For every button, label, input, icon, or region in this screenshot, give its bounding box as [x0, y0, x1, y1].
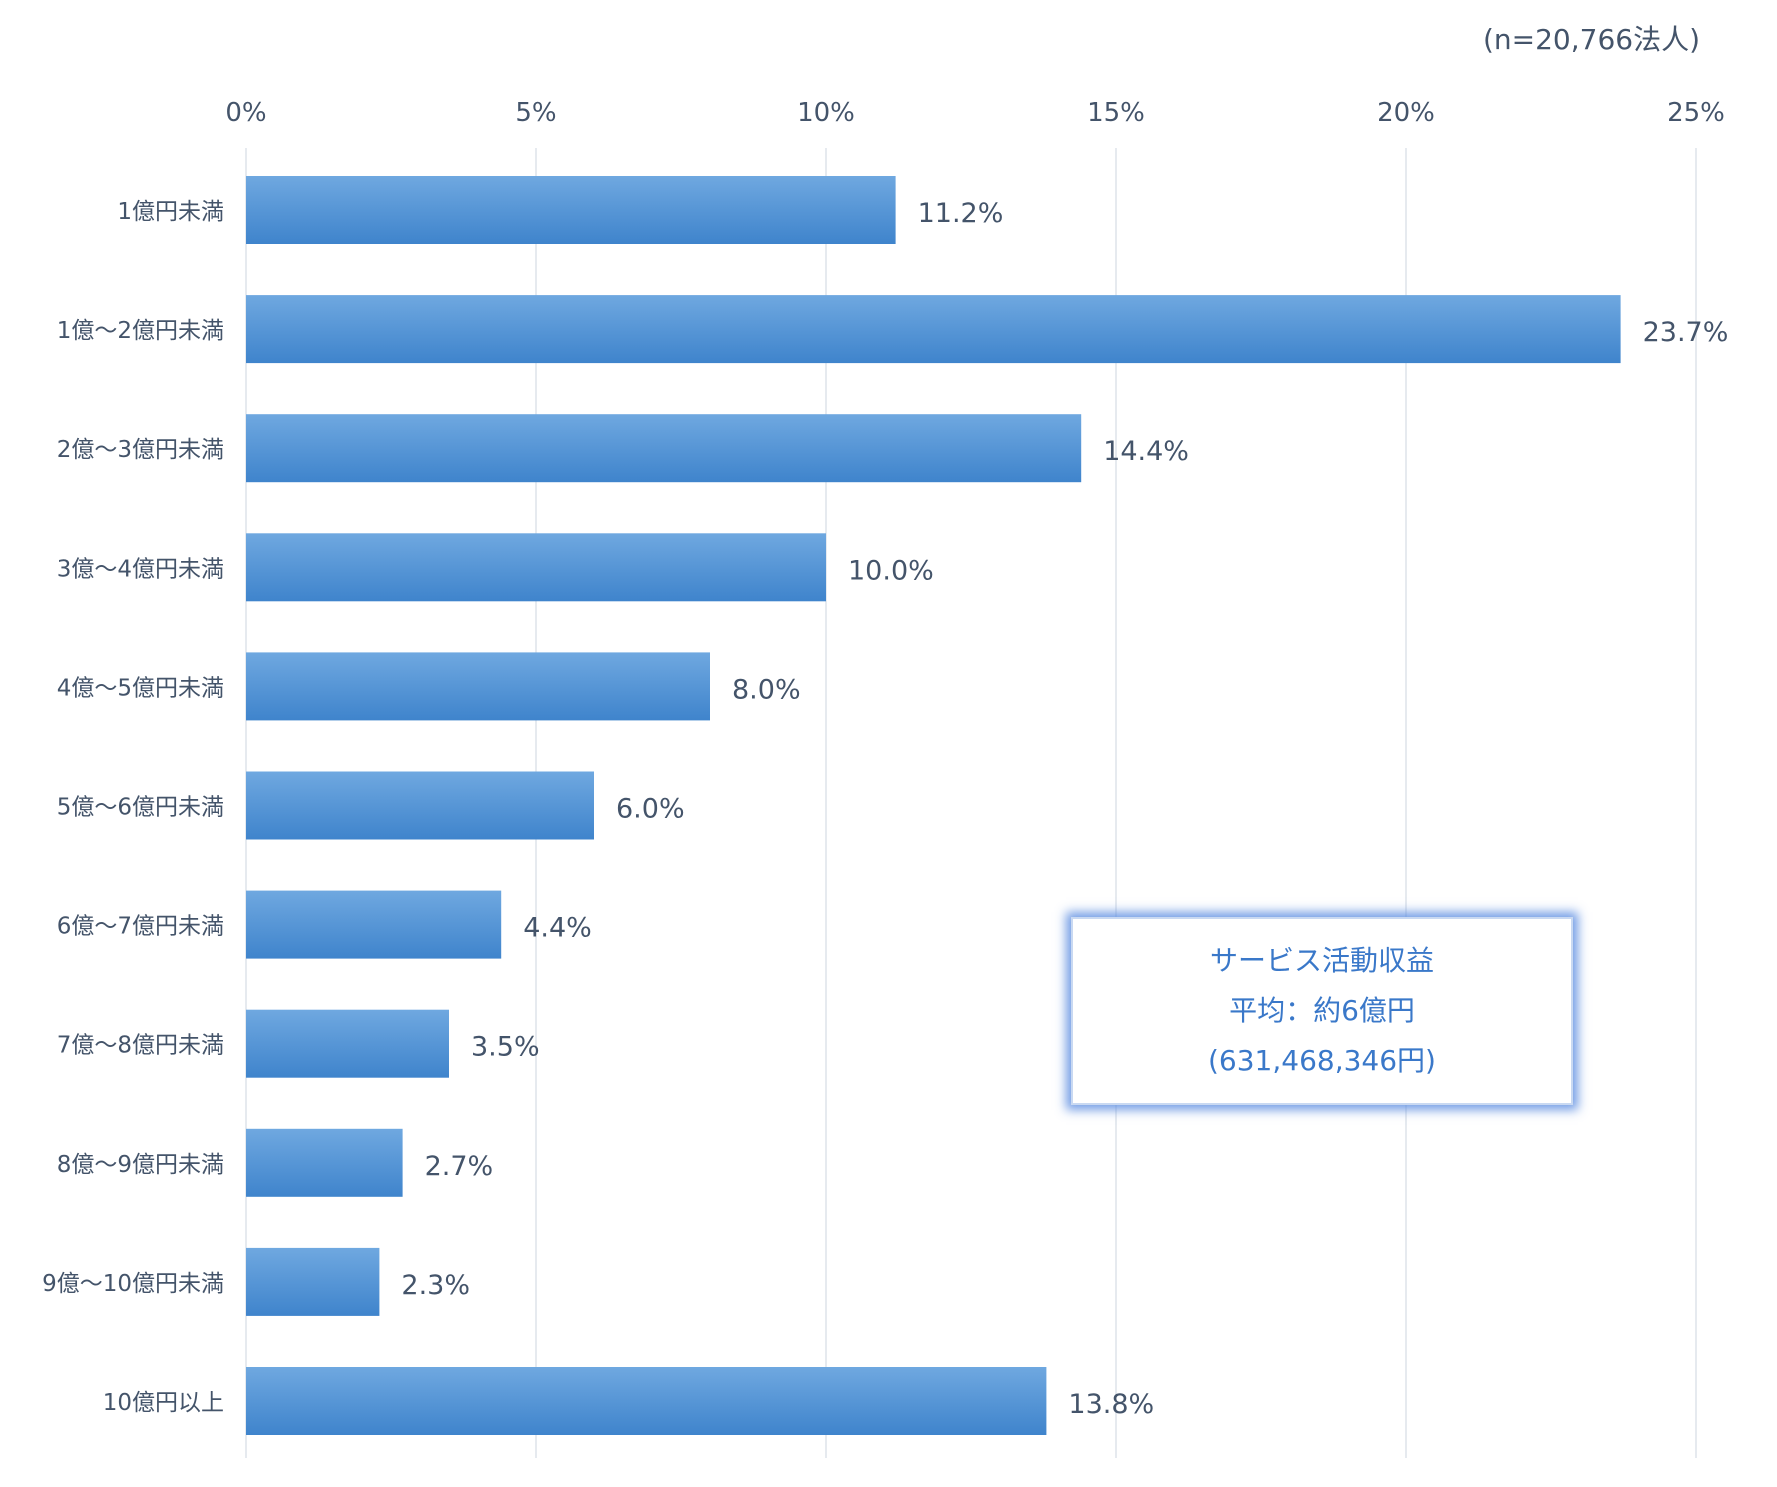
bar: [246, 295, 1621, 364]
data-label: 11.2%: [918, 198, 1004, 229]
bar: [246, 176, 896, 244]
data-labels: 11.2% 23.7% 14.4% 10.0% 8.0% 6.0% 4.4% 3.5% 2.7%…: [401, 198, 1728, 1420]
bar: [246, 771, 594, 840]
data-label: 2.3%: [401, 1270, 470, 1301]
category-label: 4億～5億円未満: [57, 675, 224, 701]
bar: [246, 1367, 1047, 1435]
x-axis-ticks: 0% 5% 10% 15% 20% 25%: [225, 98, 1725, 128]
bar: [246, 1247, 380, 1316]
callout-exact-value: (631,468,346円): [1208, 1044, 1436, 1077]
data-label: 10.0%: [848, 555, 934, 586]
category-label: 6億～7億円未満: [57, 914, 224, 940]
data-label: 2.7%: [425, 1151, 494, 1182]
category-label: 1億～2億円未満: [57, 318, 224, 344]
x-tick-label: 25%: [1667, 98, 1725, 128]
bar: [246, 890, 502, 959]
data-label: 8.0%: [732, 674, 801, 705]
gridlines: [245, 148, 1697, 1458]
category-labels: 1億円未満 1億～2億円未満 2億～3億円未満 3億～4億円未満 4億～5億円未満 5億～…: [42, 199, 224, 1416]
x-tick-label: 15%: [1087, 98, 1145, 128]
bar: [246, 652, 710, 721]
category-label: 5億～6億円未満: [57, 795, 224, 821]
bar: [246, 414, 1082, 483]
category-label: 3億～4億円未満: [57, 556, 224, 582]
data-label: 4.4%: [523, 913, 592, 944]
bar: [246, 1009, 449, 1078]
category-label: 10億円以上: [103, 1390, 224, 1416]
x-tick-label: 20%: [1377, 98, 1435, 128]
data-label: 6.0%: [616, 794, 685, 825]
sample-size-note: (n=20,766法人): [1482, 23, 1700, 56]
average-callout-box: サービス活動収益 平均：約6億円 (631,468,346円): [1071, 917, 1573, 1105]
data-label: 23.7%: [1643, 317, 1729, 348]
callout-title: サービス活動収益: [1209, 944, 1434, 977]
bar: [246, 533, 826, 602]
bars: [246, 176, 1621, 1435]
category-label: 7億～8億円未満: [57, 1033, 224, 1059]
category-label: 1億円未満: [117, 199, 224, 225]
x-tick-label: 0%: [225, 98, 266, 128]
bar: [246, 1128, 403, 1197]
x-tick-label: 10%: [797, 98, 855, 128]
category-label: 9億～10億円未満: [42, 1271, 224, 1297]
data-label: 3.5%: [471, 1032, 540, 1063]
data-label: 13.8%: [1068, 1389, 1154, 1420]
callout-average: 平均：約6億円: [1229, 994, 1415, 1027]
category-label: 8億～9億円未満: [57, 1152, 224, 1178]
x-tick-label: 5%: [515, 98, 556, 128]
category-label: 2億～3億円未満: [57, 437, 224, 463]
data-label: 14.4%: [1103, 436, 1189, 467]
